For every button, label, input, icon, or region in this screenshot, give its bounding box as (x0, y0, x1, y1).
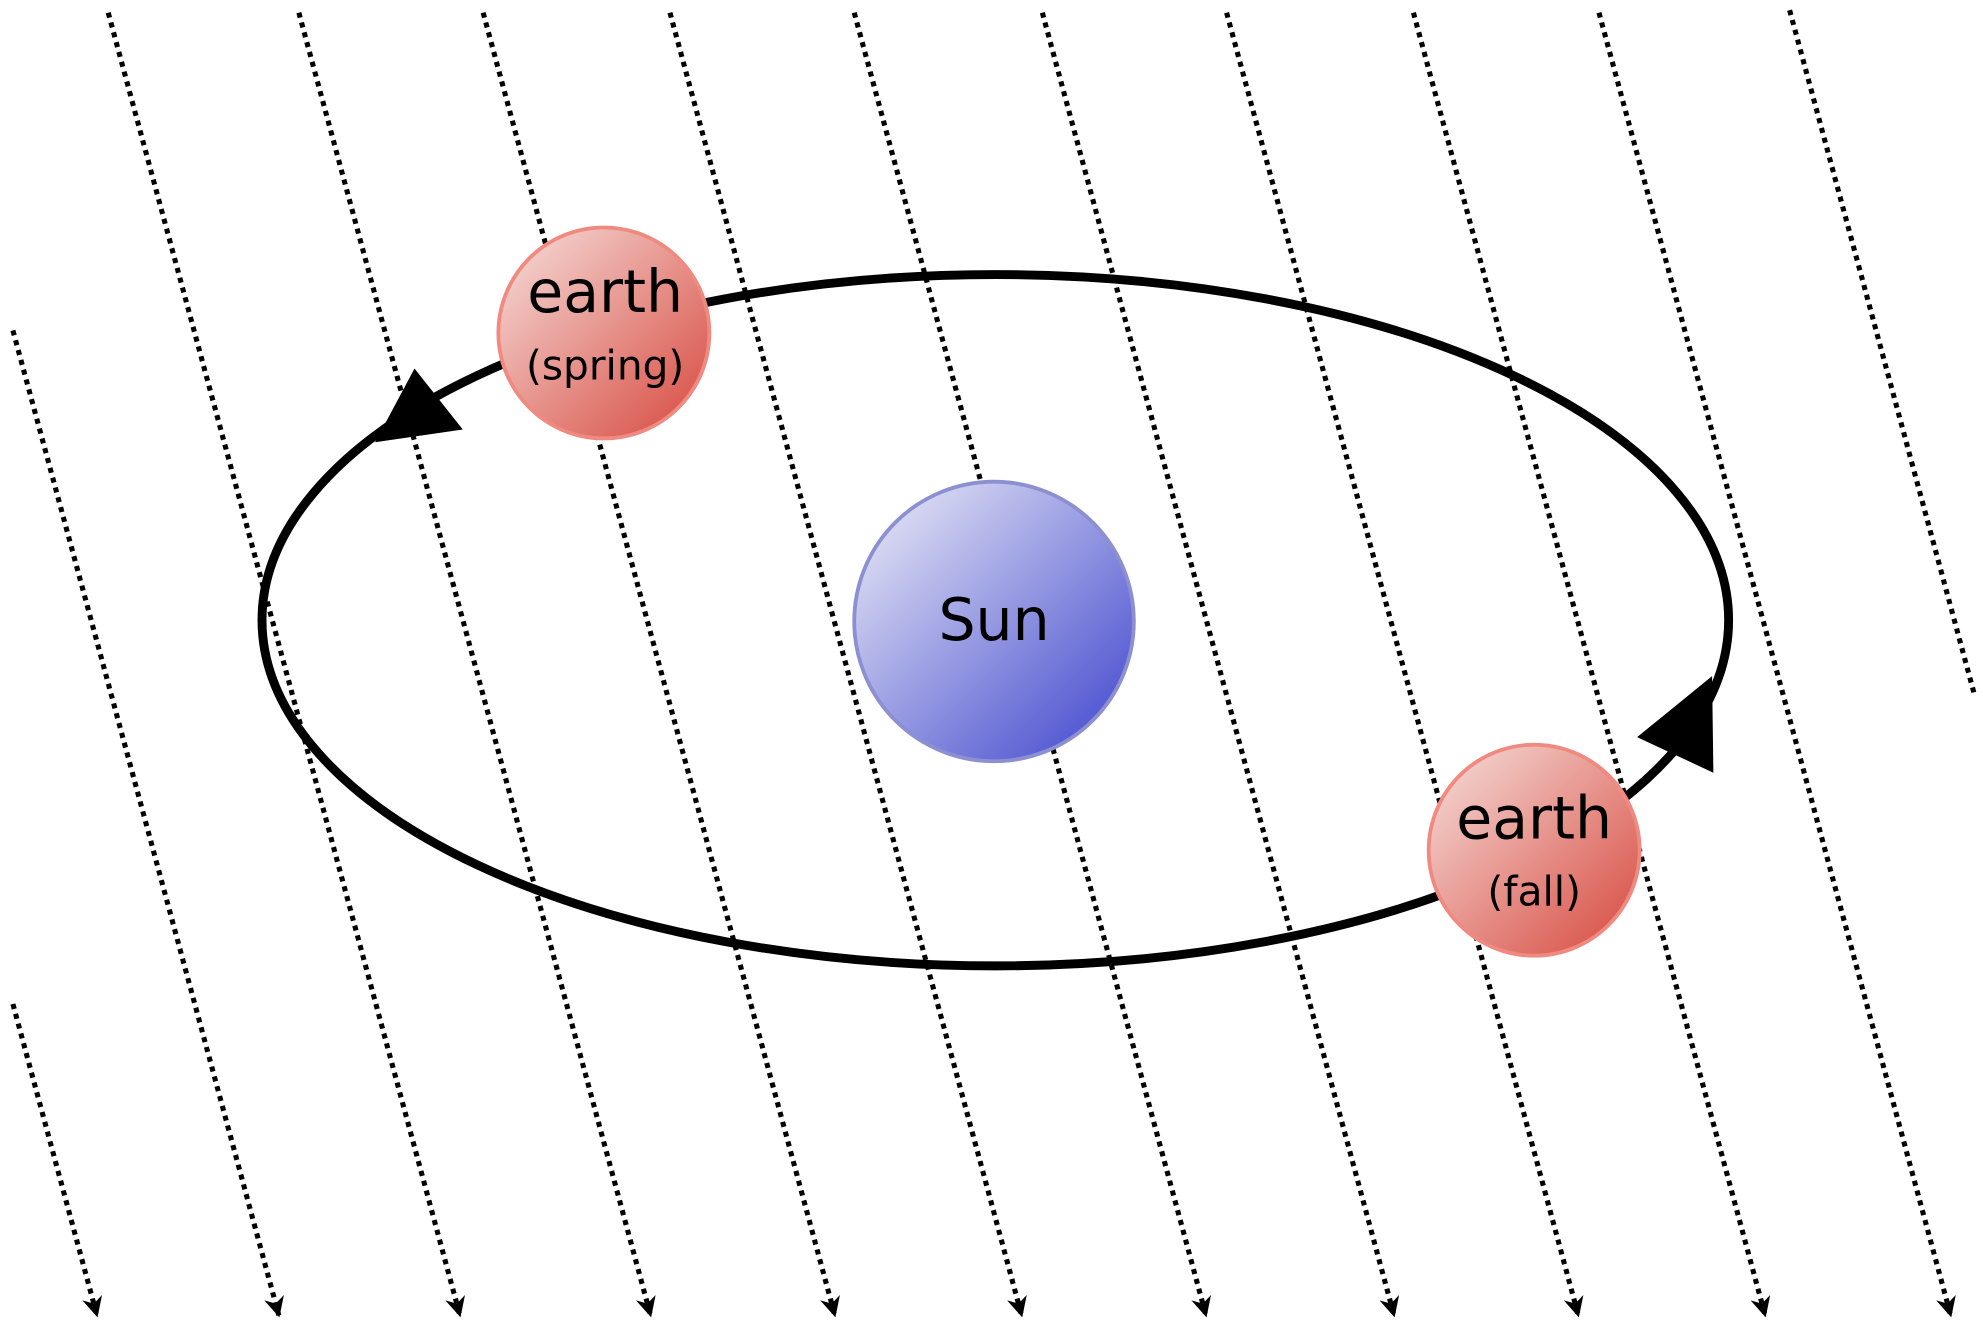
sun-ray (1039, 12, 1400, 1318)
sun-label: Sun (938, 586, 1049, 654)
season-label: (fall) (1487, 868, 1581, 916)
earth-label: earth (1456, 784, 1612, 852)
earth-label: earth (527, 258, 683, 326)
sun-ray (105, 12, 465, 1318)
sun-ray (1787, 9, 1978, 698)
earth-disc (1426, 742, 1642, 958)
sun-ray (10, 329, 284, 1318)
sun-ray (296, 12, 656, 1318)
season-label: (spring) (526, 342, 684, 390)
sun-ray (1410, 12, 1771, 1318)
earth-disc (496, 225, 712, 441)
earth-spring: earth (spring) (496, 225, 712, 441)
orbit-arrow (375, 368, 463, 443)
sun-ray (10, 1003, 103, 1318)
orbit-arrow (1637, 676, 1714, 773)
sun-ray (1224, 12, 1584, 1318)
sun-ray (480, 12, 840, 1318)
sun-ray (1596, 12, 1956, 1318)
sun-disc (852, 479, 1136, 764)
sun: Sun (852, 479, 1136, 764)
orbit (257, 270, 1734, 971)
sun-ray (667, 12, 1027, 1318)
earth-fall: earth (fall) (1426, 742, 1642, 958)
